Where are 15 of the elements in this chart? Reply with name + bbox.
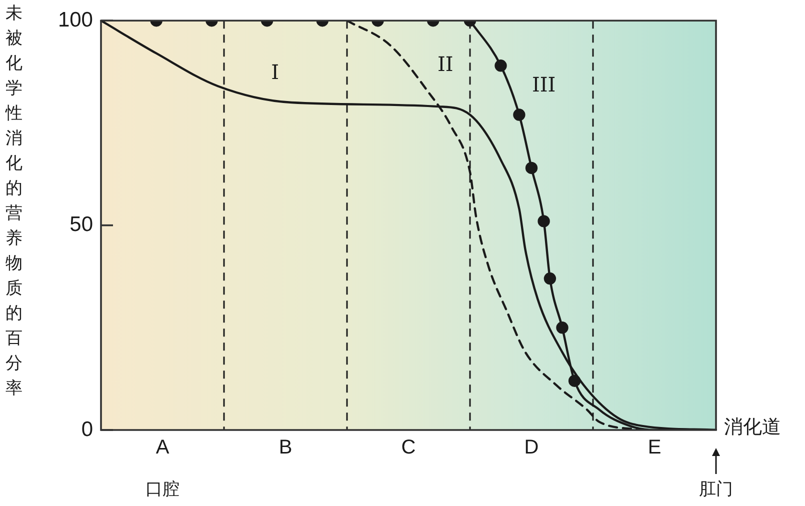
x-tick-label: A <box>156 436 170 459</box>
text: 肛门 <box>699 479 733 500</box>
annotation: I <box>271 60 279 84</box>
x-tick-label: E <box>648 436 662 459</box>
x-tick-label: C <box>401 436 416 459</box>
y-tick-label: 50 <box>70 213 93 236</box>
x-tick-label: B <box>278 436 292 459</box>
text: 口腔 <box>146 479 180 500</box>
y-tick-label: 100 <box>58 8 93 32</box>
y-tick-label: 0 <box>81 418 93 441</box>
text: 未被化学性消化的营养物质的百分率 <box>6 3 22 398</box>
annotation: III <box>532 72 556 96</box>
annotation: II <box>437 52 454 76</box>
x-tick-label: D <box>524 436 539 459</box>
x-axis-title: 消化道 <box>724 416 781 438</box>
